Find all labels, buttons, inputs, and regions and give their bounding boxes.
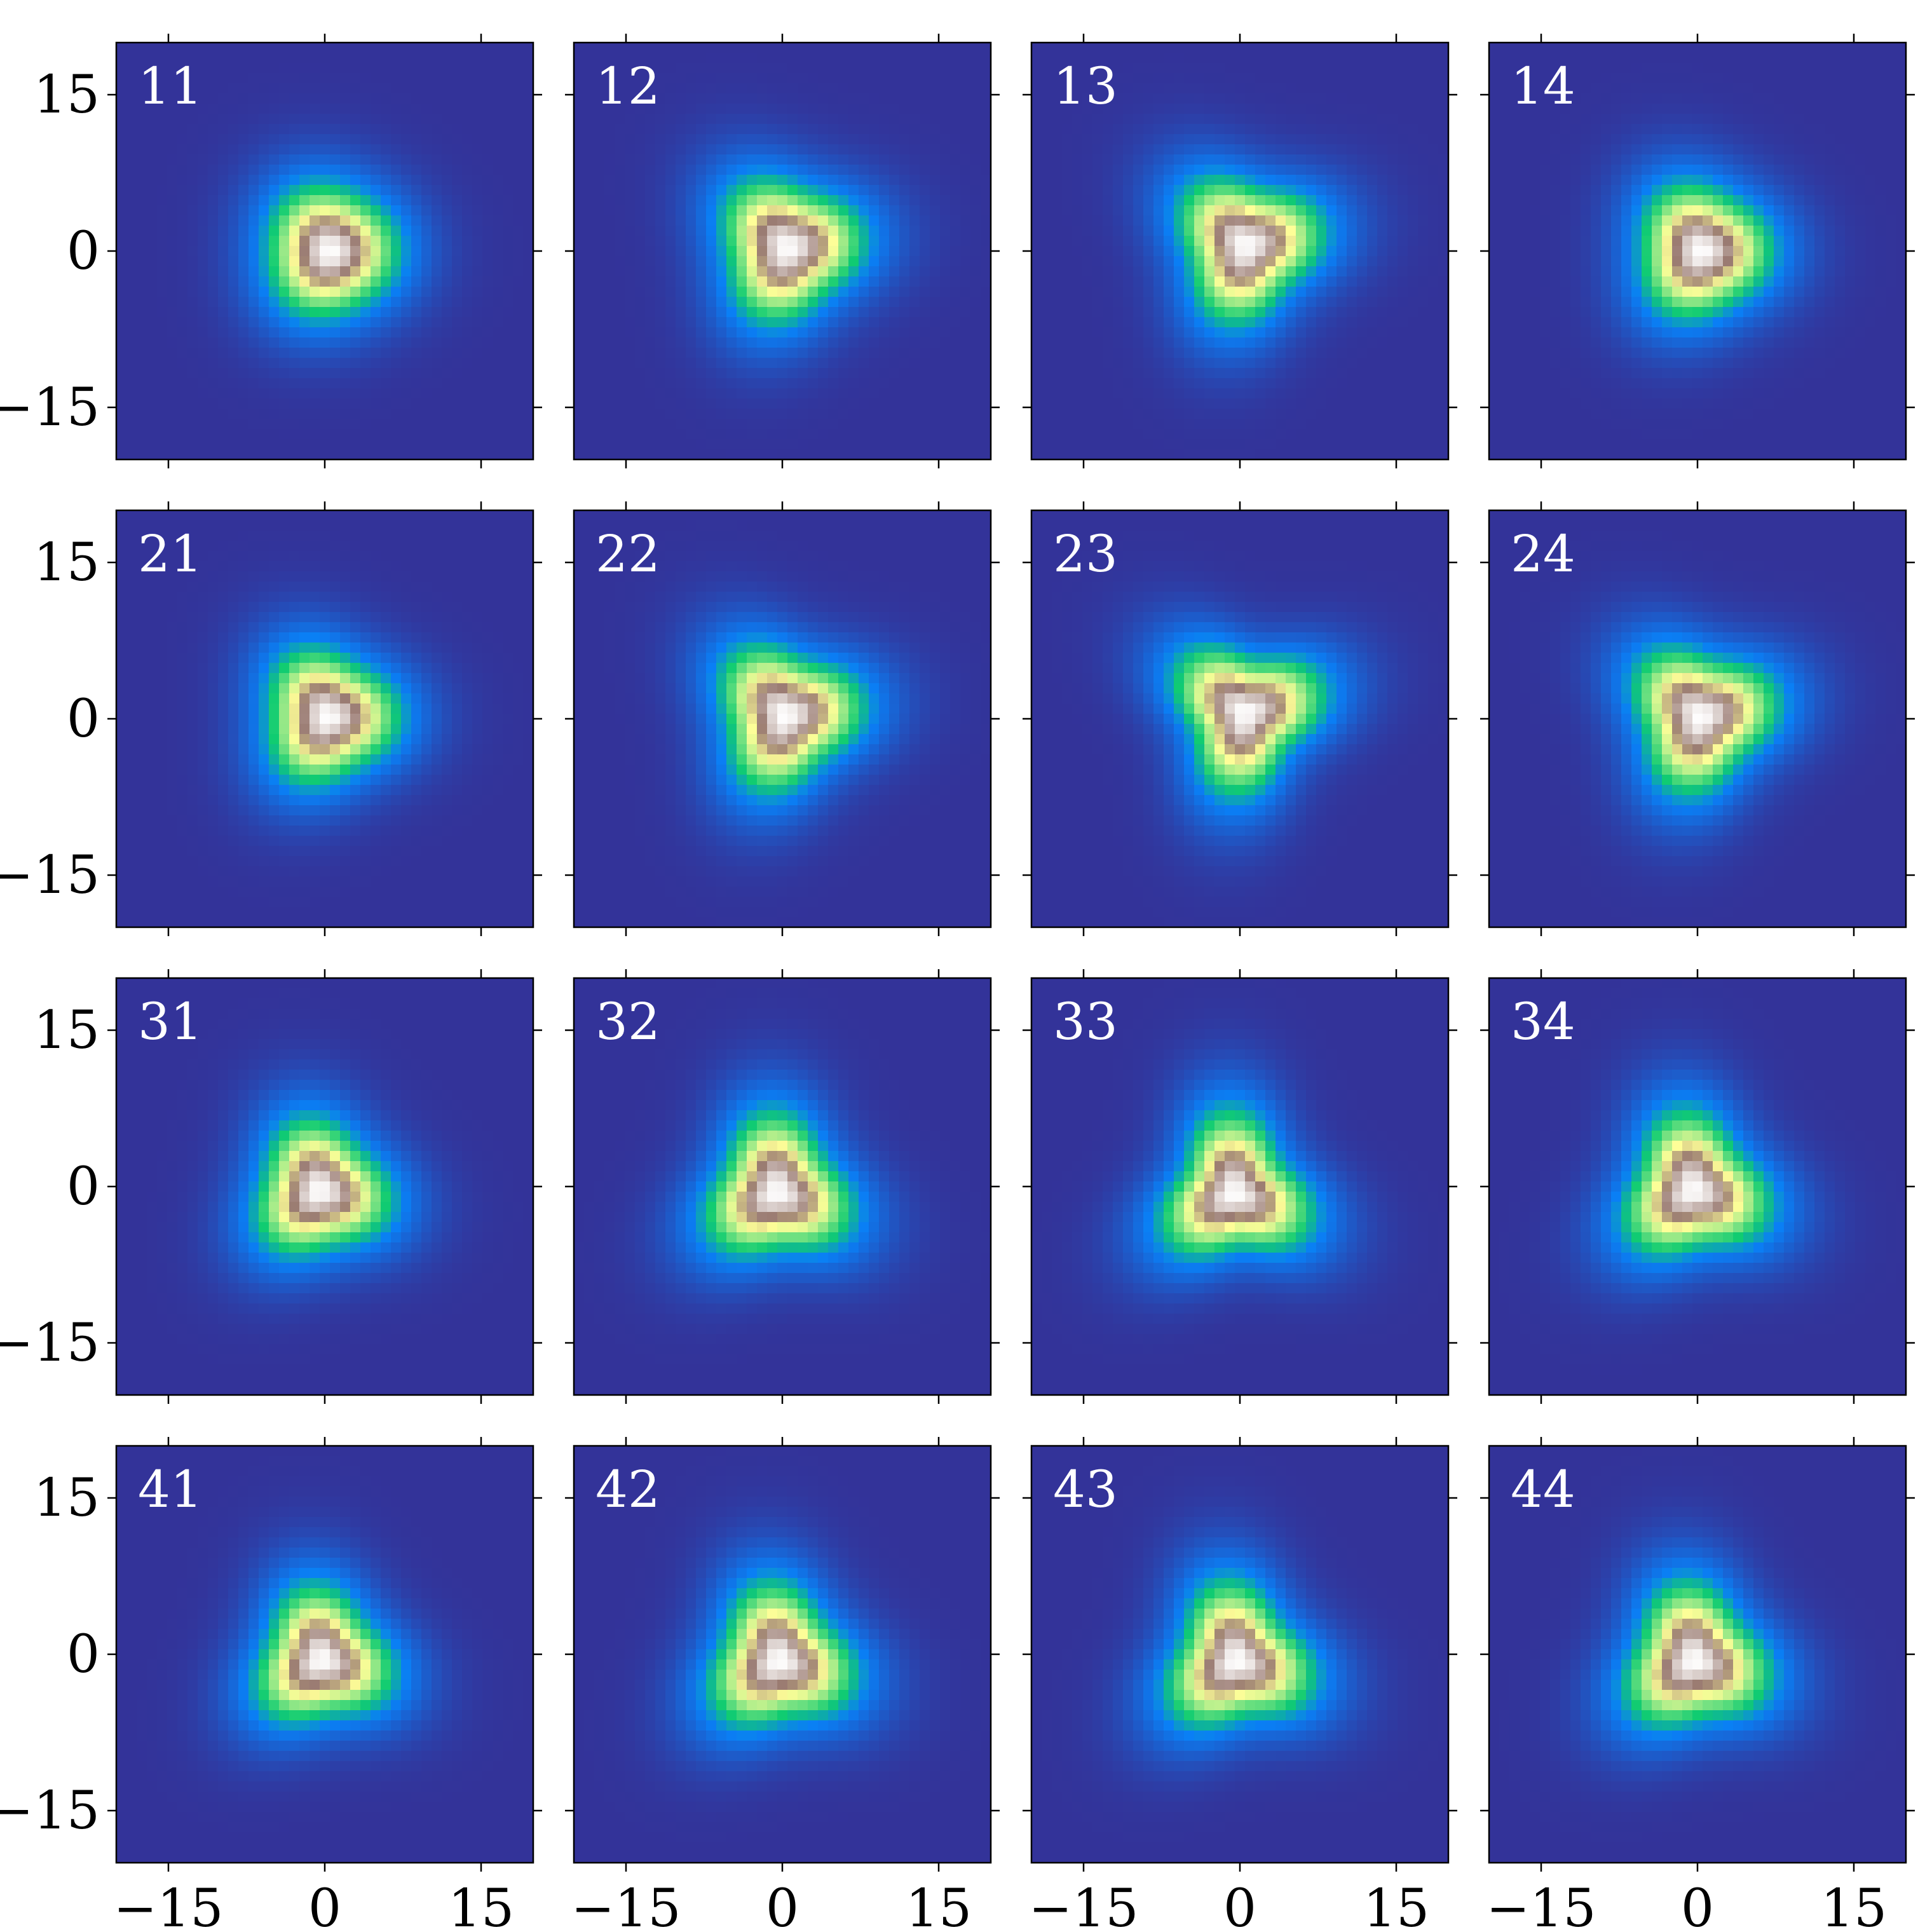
- x-tick-label: 0: [1223, 1879, 1256, 1932]
- x-tick-label: 15: [1821, 1879, 1887, 1932]
- y-tick-label: 0: [67, 221, 100, 282]
- panel-24: 24: [1480, 501, 1915, 936]
- panel-label: 31: [138, 992, 203, 1051]
- panel-label: 13: [1053, 57, 1118, 116]
- heatmap-image: [574, 1446, 991, 1863]
- y-tick-label: 0: [67, 1624, 100, 1685]
- panel-label: 44: [1511, 1460, 1575, 1519]
- panel-label: 34: [1511, 992, 1575, 1051]
- panel-label: 32: [595, 992, 660, 1051]
- heatmap-image: [1031, 978, 1448, 1395]
- heatmap-image: [1031, 43, 1448, 459]
- heatmap-image: [1031, 510, 1448, 927]
- y-tick-label: −15: [0, 378, 100, 438]
- y-tick-label: 15: [34, 1468, 100, 1528]
- heatmap-image: [574, 978, 991, 1395]
- x-tick-label: −15: [113, 1879, 223, 1932]
- x-tick-label: 15: [448, 1879, 514, 1932]
- panel-44: −15 0 15 44: [1480, 1437, 1915, 1932]
- panel-label: 23: [1053, 524, 1118, 583]
- x-tick-label: 15: [1363, 1879, 1429, 1932]
- x-tick-label: −15: [1028, 1879, 1138, 1932]
- panel-label: 33: [1053, 992, 1118, 1051]
- panel-31: 15 0 −15 31: [0, 969, 542, 1404]
- panel-41: 15 0 −15−15 0 15 41: [0, 1437, 542, 1932]
- panel-33: 33: [1023, 969, 1457, 1404]
- panel-label: 11: [138, 57, 203, 116]
- heatmap-image: [1489, 978, 1906, 1395]
- heatmap-image: [574, 510, 991, 927]
- panel-12: 12: [565, 34, 1000, 468]
- y-tick-label: 15: [34, 65, 100, 125]
- x-tick-label: 15: [906, 1879, 972, 1932]
- panel-label: 14: [1511, 57, 1575, 116]
- panel-23: 23: [1023, 501, 1457, 936]
- panel-34: 34: [1480, 969, 1915, 1404]
- panel-label: 21: [138, 524, 203, 583]
- panel-label: 22: [595, 524, 660, 583]
- panel-11: 15 0 −15 11: [0, 34, 542, 468]
- y-tick-label: 15: [34, 1000, 100, 1061]
- y-tick-label: −15: [0, 1781, 100, 1841]
- x-tick-label: 0: [308, 1879, 341, 1932]
- panel-label: 43: [1053, 1460, 1118, 1519]
- y-tick-label: −15: [0, 845, 100, 906]
- heatmap-image: [116, 1446, 533, 1863]
- panel-label: 12: [595, 57, 660, 116]
- heatmap-image: [116, 43, 533, 459]
- panel-label: 42: [595, 1460, 660, 1519]
- y-tick-label: 0: [67, 689, 100, 749]
- heatmap-image: [1489, 43, 1906, 459]
- x-tick-label: 0: [1681, 1879, 1714, 1932]
- heatmap-image: [1489, 1446, 1906, 1863]
- panel-14: 14: [1480, 34, 1915, 468]
- x-tick-label: 0: [766, 1879, 799, 1932]
- y-tick-label: 0: [67, 1157, 100, 1217]
- heatmap-image: [574, 43, 991, 459]
- panel-13: 13: [1023, 34, 1457, 468]
- heatmap-image: [1489, 510, 1906, 927]
- y-tick-label: 15: [34, 533, 100, 593]
- y-tick-label: −15: [0, 1313, 100, 1373]
- panel-label: 24: [1511, 524, 1575, 583]
- heatmap-image: [116, 510, 533, 927]
- heatmap-image: [116, 978, 533, 1395]
- panel-32: 32: [565, 969, 1000, 1404]
- panel-43: −15 0 15 43: [1023, 1437, 1457, 1932]
- x-tick-label: −15: [571, 1879, 681, 1932]
- panel-42: −15 0 15 42: [565, 1437, 1000, 1932]
- panel-label: 41: [138, 1460, 203, 1519]
- panel-21: 15 0 −15 21: [0, 501, 542, 936]
- heatmap-image: [1031, 1446, 1448, 1863]
- x-tick-label: −15: [1486, 1879, 1596, 1932]
- panel-22: 22: [565, 501, 1000, 936]
